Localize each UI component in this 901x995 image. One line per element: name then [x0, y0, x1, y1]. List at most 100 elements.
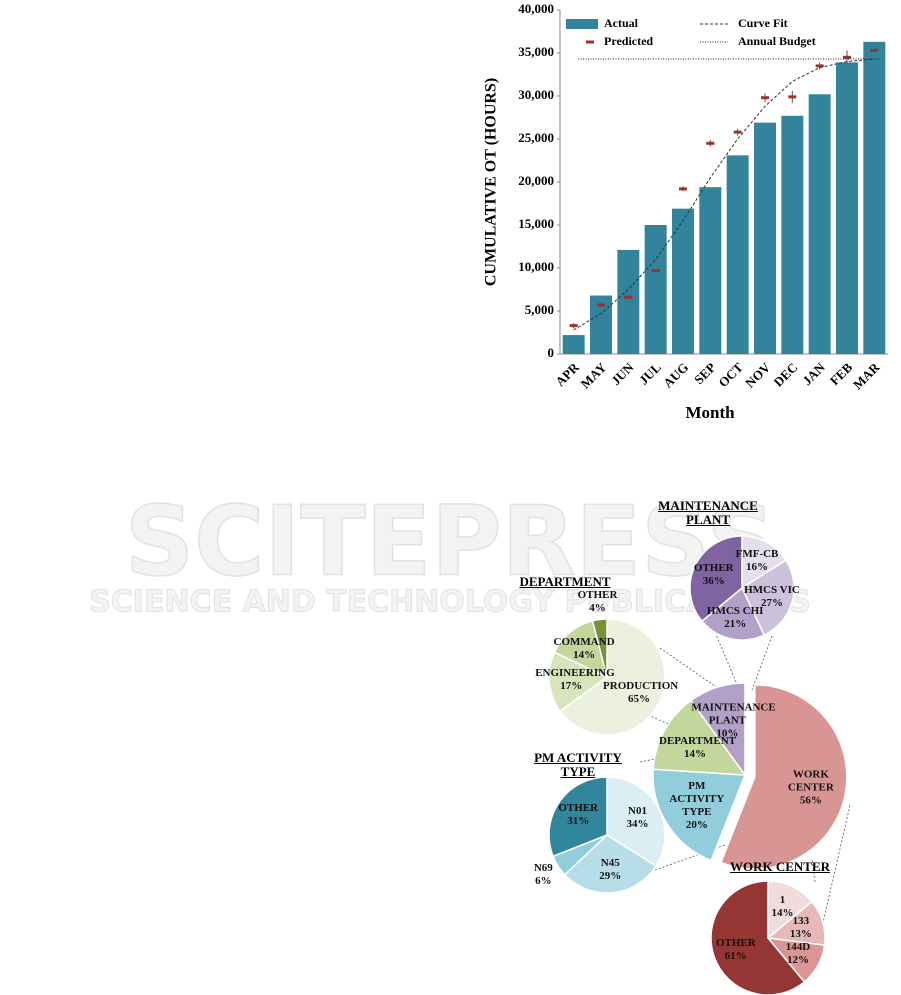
slice-percent: 34% [626, 818, 649, 831]
slice-name: N45 [600, 856, 620, 869]
slice-percent: 16% [746, 560, 769, 573]
y-tick-label: 25,000 [518, 130, 554, 145]
slice-label: OTHER 36% [694, 562, 734, 588]
pie-slice [652, 699, 747, 776]
slice-label: 1 14% [772, 894, 794, 920]
pie-slice [689, 535, 743, 623]
slice-label: OTHER 4% [578, 589, 618, 615]
slice-label: FMF-CB 16% [736, 548, 779, 574]
slice-percent: 36% [702, 574, 725, 587]
pie-slice [741, 559, 795, 637]
curve-fit [573, 58, 875, 331]
slice-percent: 14% [573, 649, 596, 662]
slice-label: 133 13% [790, 915, 812, 941]
slice-percent: 56% [799, 794, 822, 807]
slice-name: OTHER [693, 561, 734, 574]
bar [781, 115, 804, 354]
slice-name: OTHER [558, 802, 599, 815]
slice-name: N69 [533, 862, 553, 875]
slice-label: HMCS CHI 21% [707, 605, 764, 631]
slice-percent: 20% [685, 818, 708, 831]
slice-label: MAINTENANCE PLANT 10% [691, 701, 776, 740]
x-tick-label: DEC [771, 360, 801, 390]
slice-name: ENGINEERING [535, 667, 615, 680]
slice-label: DEPARTMENT 14% [659, 734, 737, 761]
bar [562, 335, 585, 354]
legend-label: Curve Fit [738, 16, 788, 30]
slice-label: ENGINEERING 17% [535, 667, 615, 693]
bar [644, 225, 667, 354]
slice-percent: 27% [760, 596, 783, 609]
slice-label: WORK CENTER 56% [775, 768, 847, 807]
y-tick-label: 10,000 [518, 259, 554, 274]
slice-label: N45 29% [599, 857, 621, 883]
pie-slice [719, 684, 848, 870]
slice-name: DEPARTMENT [659, 734, 737, 747]
slice-percent: 10% [716, 727, 739, 740]
y-tick-label: 15,000 [518, 216, 554, 231]
x-tick-label: JAN [799, 359, 828, 388]
x-tick-label: APR [552, 359, 582, 389]
slice-name: MAINTENANCE PLANT [691, 701, 776, 727]
bar [808, 94, 831, 354]
x-tick-label: MAR [850, 359, 883, 392]
slice-percent: 14% [684, 747, 706, 760]
bar [836, 62, 858, 355]
bar [863, 41, 886, 354]
pie-slice [548, 651, 609, 713]
legend-swatch [566, 19, 598, 29]
watermark: SCITEPRESS [125, 485, 775, 597]
y-tick-label: 30,000 [518, 87, 554, 102]
slice-label: OTHER 31% [558, 802, 598, 828]
bar [590, 295, 612, 354]
slice-percent: 65% [628, 693, 651, 706]
pie-slice [689, 682, 746, 778]
y-tick-label: 20,000 [518, 173, 554, 188]
pie-slice [700, 586, 766, 641]
slice-name: 133 [792, 915, 810, 928]
y-tick-label: 40,000 [518, 1, 554, 16]
slice-name: WORK CENTER [787, 768, 834, 794]
slice-percent: 29% [599, 869, 622, 882]
pie-slice [553, 619, 609, 679]
slice-percent: 14% [771, 907, 794, 920]
pie-title: PM ACTIVITY TYPE [534, 750, 622, 779]
slice-name: N01 [628, 805, 647, 818]
pie-slice [563, 834, 658, 894]
x-tick-label: JUN [608, 359, 637, 388]
x-tick-label: AUG [660, 360, 691, 391]
slice-label: HMCS VIC 27% [744, 584, 800, 610]
slice-percent: 13% [789, 928, 812, 941]
pie-slice [710, 880, 806, 995]
x-tick-label: MAY [578, 359, 610, 391]
x-axis-label: Month [685, 403, 735, 422]
legend-label: Predicted [604, 34, 653, 48]
pie-title: DEPARTMENT [519, 574, 611, 589]
slice-label: PM ACTIVITY TYPE 20% [661, 780, 733, 832]
bar [699, 187, 722, 354]
y-axis-label: CUMULATIVE OT (HOURS) [483, 78, 500, 286]
x-tick-label: SEP [691, 360, 719, 388]
slice-label: 144D 12% [786, 941, 810, 967]
slice-name: 1 [779, 894, 786, 907]
y-tick-label: 5,000 [525, 302, 554, 317]
slice-percent: 12% [786, 954, 809, 967]
slice-percent: 17% [560, 680, 583, 693]
legend-label: Actual [604, 16, 639, 30]
bar [617, 249, 640, 354]
slice-label: OTHER 61% [716, 937, 756, 963]
slice-name: PRODUCTION [603, 680, 679, 693]
slice-percent: 21% [724, 618, 747, 631]
pie-slice [652, 768, 747, 862]
slice-label: COMMAND 14% [554, 636, 615, 662]
x-tick-label: NOV [742, 359, 773, 390]
x-tick-label: OCT [715, 359, 746, 390]
slice-percent: 6% [535, 875, 552, 888]
slice-name: 144D [785, 941, 811, 954]
slice-percent: 4% [589, 602, 606, 615]
pie-slice [548, 776, 608, 858]
pie-slice [559, 618, 666, 736]
bar [754, 122, 776, 354]
